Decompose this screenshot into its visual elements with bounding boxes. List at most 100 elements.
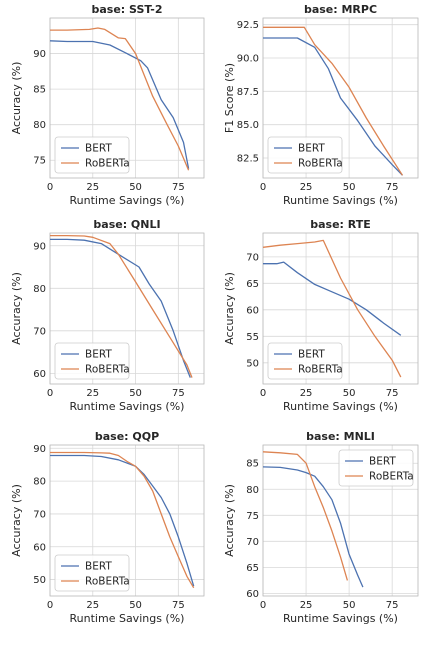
x-tick-label: 50 (343, 388, 356, 399)
chart-title: base: MNLI (306, 430, 375, 443)
x-tick-label: 75 (386, 182, 399, 193)
legend-box (267, 342, 343, 380)
x-tick-label: 25 (86, 388, 99, 399)
x-tick-label: 25 (86, 182, 99, 193)
y-axis-label: Accuracy (%) (223, 272, 236, 345)
x-tick-label: 75 (172, 388, 185, 399)
x-tick-label: 25 (300, 600, 313, 611)
y-tick-label: 82.5 (237, 154, 259, 165)
y-axis-label: Accuracy (%) (10, 62, 23, 135)
y-tick-label: 50 (33, 575, 46, 586)
x-axis-label: Runtime Savings (%) (70, 194, 185, 207)
chart-title: base: QQP (95, 430, 159, 443)
x-tick-label: 0 (47, 600, 53, 611)
legend-box (338, 449, 414, 487)
x-tick-label: 0 (260, 388, 266, 399)
x-axis-label: Runtime Savings (%) (70, 612, 185, 625)
x-tick-label: 50 (343, 600, 356, 611)
y-tick-label: 85.0 (237, 120, 259, 131)
y-tick-label: 60 (33, 542, 46, 553)
y-tick-label: 80 (33, 120, 46, 131)
series-line-bert (262, 466, 364, 588)
y-tick-label: 55 (246, 332, 259, 343)
x-tick-label: 0 (260, 182, 266, 193)
legend-label-roberta: RoBERTa (369, 471, 414, 483)
legend: BERT RoBERTa (267, 136, 343, 174)
legend-label-bert: BERT (298, 349, 325, 361)
y-tick-label: 85 (33, 85, 46, 96)
x-tick-label: 75 (172, 600, 185, 611)
series-line-bert (263, 37, 403, 176)
series-line-bert (50, 238, 191, 378)
y-tick-label: 90.0 (237, 54, 259, 65)
y-tick-label: 92.5 (237, 20, 259, 31)
x-axis-label: Runtime Savings (%) (70, 400, 185, 413)
x-tick-label: 75 (172, 182, 185, 193)
legend: BERT RoBERTa (54, 554, 130, 592)
legend-label-roberta: RoBERTa (85, 158, 130, 170)
y-tick-label: 87.5 (237, 87, 259, 98)
x-axis-label: Runtime Savings (%) (283, 400, 398, 413)
series-line-roberta (50, 451, 195, 589)
x-tick-label: 75 (386, 600, 399, 611)
y-tick-label: 90 (33, 444, 46, 455)
legend-label-roberta: RoBERTa (298, 364, 343, 376)
x-tick-label: 50 (129, 600, 142, 611)
x-tick-label: 0 (260, 600, 266, 611)
plot-frame (262, 17, 419, 179)
series-line-roberta (263, 26, 404, 176)
chart-title: base: QNLI (93, 218, 160, 231)
legend-box (54, 136, 130, 174)
y-tick-label: 60 (246, 589, 259, 600)
y-axis-label: Accuracy (%) (10, 272, 23, 345)
plot-frame (262, 444, 419, 597)
series-line-roberta (50, 234, 193, 378)
y-tick-label: 85 (246, 459, 259, 470)
chart-panel-4: 0 25 50 75 50 55 60 65 70 base: RTE Runtime Saving… (223, 218, 419, 413)
x-tick-label: 75 (386, 388, 399, 399)
legend-label-roberta: RoBERTa (85, 576, 130, 588)
x-tick-label: 50 (343, 182, 356, 193)
series-line-roberta (262, 451, 349, 581)
y-tick-label: 75 (33, 156, 46, 167)
legend: BERT RoBERTa (267, 342, 343, 380)
chart-title: base: SST-2 (92, 3, 163, 16)
chart-title: base: RTE (310, 218, 371, 231)
chart-panel-1: 0 25 50 75 75 80 85 90 base: SST-2 Runtime Saving… (10, 3, 205, 207)
plot-frame (262, 232, 419, 385)
x-tick-label: 25 (300, 388, 313, 399)
series-line-bert (49, 40, 190, 169)
legend-box (54, 342, 130, 380)
legend-label-roberta: RoBERTa (85, 364, 130, 376)
legend-label-bert: BERT (369, 456, 396, 468)
chart-panel-5: 0 25 50 75 50 60 70 80 90 base: QQP Runtime Saving… (10, 430, 205, 625)
legend: BERT RoBERTa (338, 449, 414, 487)
y-tick-label: 80 (33, 477, 46, 488)
x-tick-label: 25 (86, 600, 99, 611)
y-tick-label: 50 (246, 358, 259, 369)
y-tick-label: 70 (246, 537, 259, 548)
legend-box (267, 136, 343, 174)
y-tick-label: 75 (246, 511, 259, 522)
x-tick-label: 0 (47, 182, 53, 193)
legend-box (54, 554, 130, 592)
chart-panel-3: 0 25 50 75 60 70 80 90 base: QNLI Runtime Savings… (10, 218, 205, 413)
x-tick-label: 50 (129, 182, 142, 193)
y-tick-label: 65 (246, 279, 259, 290)
chart-title: base: MRPC (304, 3, 377, 16)
x-axis-label: Runtime Savings (%) (283, 194, 398, 207)
x-tick-label: 0 (47, 388, 53, 399)
y-tick-label: 65 (246, 563, 259, 574)
chart-panel-2: 0 25 50 75 82.5 85.0 87.5 90.0 92.5 base: MRPC Run… (223, 3, 419, 207)
y-tick-label: 70 (246, 252, 259, 263)
x-axis-label: Runtime Savings (%) (283, 612, 398, 625)
legend-label-bert: BERT (85, 561, 112, 573)
y-tick-label: 90 (33, 49, 46, 60)
series-line-bert (50, 454, 195, 587)
legend: BERT RoBERTa (54, 136, 130, 174)
legend-label-bert: BERT (85, 349, 112, 361)
y-tick-label: 70 (33, 509, 46, 520)
y-tick-label: 80 (33, 284, 46, 295)
legend-label-bert: BERT (298, 143, 325, 155)
